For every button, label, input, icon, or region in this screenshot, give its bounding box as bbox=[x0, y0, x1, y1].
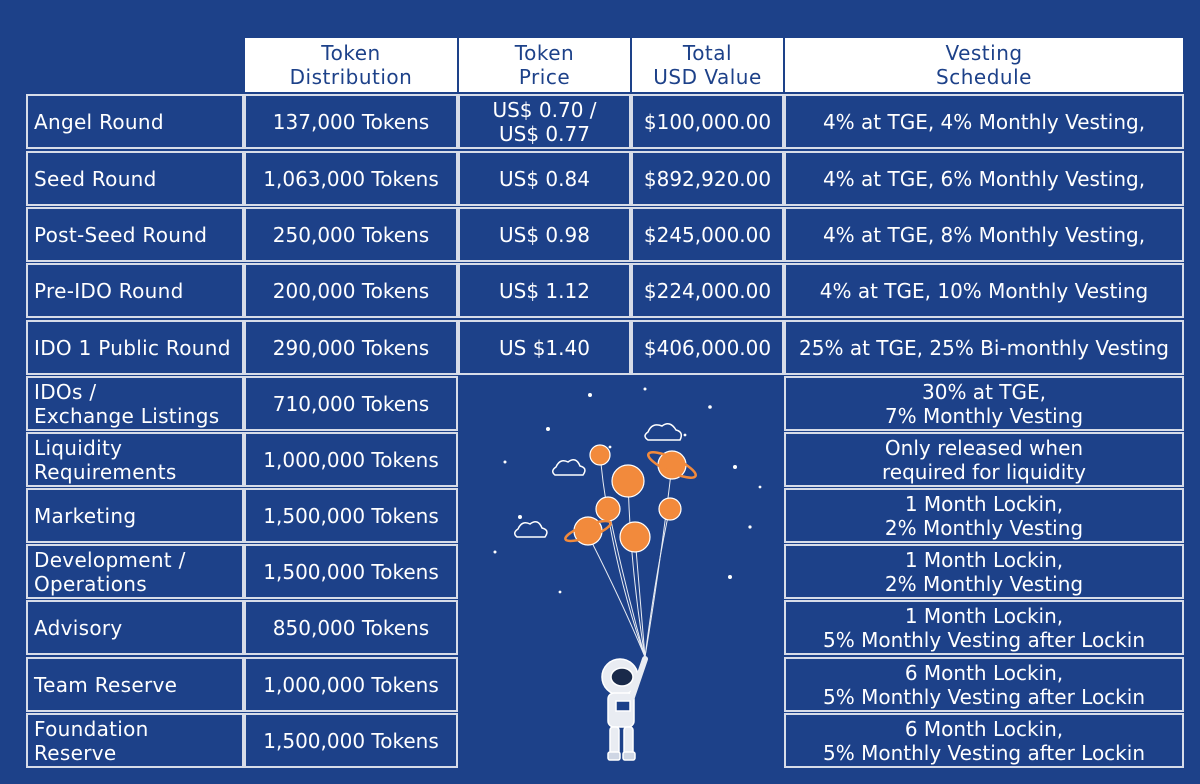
usd-value: $100,000.00 bbox=[631, 94, 784, 149]
vesting-schedule: 4% at TGE, 4% Monthly Vesting, bbox=[784, 94, 1184, 149]
vesting-schedule: 1 Month Lockin, 2% Monthly Vesting bbox=[784, 488, 1184, 543]
vesting-schedule: 4% at TGE, 8% Monthly Vesting, bbox=[784, 207, 1184, 262]
usd-value: $406,000.00 bbox=[631, 320, 784, 375]
row-label: Advisory bbox=[26, 600, 244, 655]
row-label: Liquidity Requirements bbox=[26, 432, 244, 487]
astronaut-with-planet-balloons-icon bbox=[493, 387, 762, 761]
token-amount: 137,000 Tokens bbox=[244, 94, 458, 149]
token-amount: 1,500,000 Tokens bbox=[244, 713, 458, 768]
vesting-schedule: 1 Month Lockin, 2% Monthly Vesting bbox=[784, 544, 1184, 599]
token-amount: 1,500,000 Tokens bbox=[244, 488, 458, 543]
row-label: Foundation Reserve bbox=[26, 713, 244, 768]
vesting-schedule: 1 Month Lockin, 5% Monthly Vesting after… bbox=[784, 600, 1184, 655]
header-token-distribution: Token Distribution bbox=[245, 38, 457, 92]
token-price: US$ 0.84 bbox=[458, 151, 631, 206]
vesting-schedule: 4% at TGE, 10% Monthly Vesting bbox=[784, 263, 1184, 318]
token-amount: 710,000 Tokens bbox=[244, 376, 458, 431]
row-label: IDO 1 Public Round bbox=[26, 320, 244, 375]
row-label: IDOs / Exchange Listings bbox=[26, 376, 244, 431]
vesting-schedule: 25% at TGE, 25% Bi-monthly Vesting bbox=[784, 320, 1184, 375]
usd-value: $224,000.00 bbox=[631, 263, 784, 318]
vesting-schedule: Only released when required for liquidit… bbox=[784, 432, 1184, 487]
token-amount: 250,000 Tokens bbox=[244, 207, 458, 262]
token-amount: 1,000,000 Tokens bbox=[244, 657, 458, 712]
token-amount: 200,000 Tokens bbox=[244, 263, 458, 318]
token-price: US$ 0.70 / US$ 0.77 bbox=[458, 94, 631, 149]
token-amount: 1,500,000 Tokens bbox=[244, 544, 458, 599]
row-label: Development / Operations bbox=[26, 544, 244, 599]
header-token-price: Token Price bbox=[459, 38, 630, 92]
usd-value: $245,000.00 bbox=[631, 207, 784, 262]
vesting-schedule: 6 Month Lockin, 5% Monthly Vesting after… bbox=[784, 657, 1184, 712]
row-label: Marketing bbox=[26, 488, 244, 543]
vesting-schedule: 30% at TGE, 7% Monthly Vesting bbox=[784, 376, 1184, 431]
vesting-schedule: 4% at TGE, 6% Monthly Vesting, bbox=[784, 151, 1184, 206]
token-price: US$ 0.98 bbox=[458, 207, 631, 262]
token-amount: 1,063,000 Tokens bbox=[244, 151, 458, 206]
row-label: Seed Round bbox=[26, 151, 244, 206]
token-amount: 850,000 Tokens bbox=[244, 600, 458, 655]
header-total-usd-value: Total USD Value bbox=[632, 38, 783, 92]
token-amount: 1,000,000 Tokens bbox=[244, 432, 458, 487]
token-amount: 290,000 Tokens bbox=[244, 320, 458, 375]
token-price: US $1.40 bbox=[458, 320, 631, 375]
header-vesting-schedule: Vesting Schedule bbox=[785, 38, 1183, 92]
row-label: Post-Seed Round bbox=[26, 207, 244, 262]
row-label: Pre-IDO Round bbox=[26, 263, 244, 318]
row-label: Team Reserve bbox=[26, 657, 244, 712]
usd-value: $892,920.00 bbox=[631, 151, 784, 206]
row-label: Angel Round bbox=[26, 94, 244, 149]
vesting-schedule: 6 Month Lockin, 5% Monthly Vesting after… bbox=[784, 713, 1184, 768]
token-price: US$ 1.12 bbox=[458, 263, 631, 318]
